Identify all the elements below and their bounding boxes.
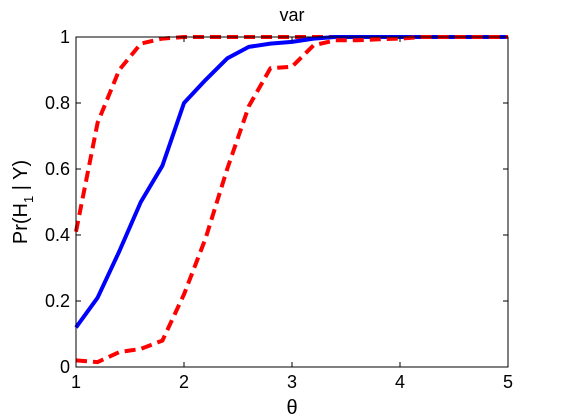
y-tick-label: 0.4 <box>45 225 70 245</box>
series-layer <box>74 35 508 365</box>
y-tick-label: 0.8 <box>45 93 70 113</box>
x-tick-label: 3 <box>287 372 297 392</box>
chart-title: var <box>279 5 304 25</box>
x-tick-label: 4 <box>395 372 405 392</box>
x-tick-label: 2 <box>179 372 189 392</box>
x-tick-label: 5 <box>503 372 513 392</box>
x-axis-label: θ <box>286 397 297 419</box>
y-axis-label-suffix: | Y) <box>10 160 32 196</box>
y-tick-label: 1 <box>60 27 70 47</box>
series-line-3 <box>75 35 508 365</box>
y-axis-label-subscript: 1 <box>21 196 36 203</box>
y-tick-label: 0.6 <box>45 159 70 179</box>
x-tick-label: 1 <box>71 372 81 392</box>
y-axis-label-prefix: Pr(H <box>10 203 32 244</box>
y-axis-label: Pr(H1 | Y) <box>10 160 36 244</box>
series-line-2 <box>74 35 508 329</box>
ticks-layer: 1 2 3 4 5 0 0.2 0.4 0.6 0.8 1 <box>45 27 513 392</box>
y-tick-label: 0 <box>60 357 70 377</box>
y-tick-label: 0.2 <box>45 291 70 311</box>
